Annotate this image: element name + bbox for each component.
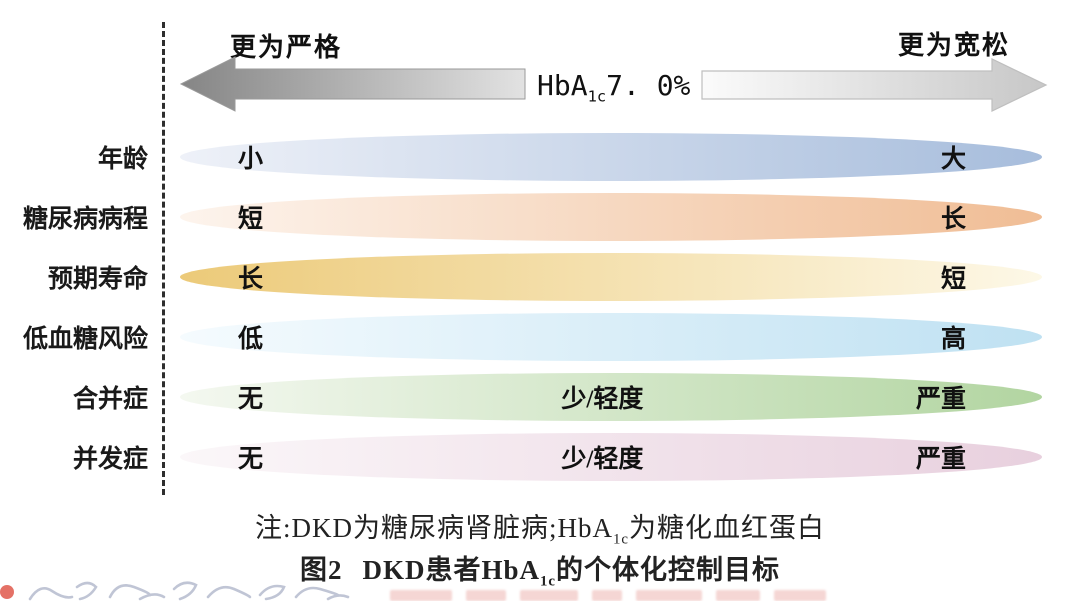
hba1c-target-value: HbA1c7. 0% (537, 69, 690, 106)
row-label: 年龄 (97, 146, 148, 173)
pill-left-text: 长 (238, 266, 264, 293)
stricter-label: 更为严格 (230, 33, 343, 62)
figure-footnote: 注:DKD为糖尿病肾脏病;HbA1c为糖化血红蛋白 (0, 506, 1080, 548)
gradient-pill-life-expectancy: 长 短 (180, 253, 1042, 301)
row-label: 并发症 (72, 446, 148, 473)
left-arrow-icon (179, 56, 526, 112)
gradient-pill-duration: 短 长 (180, 193, 1042, 241)
hba1c-percent: 7. 0% (606, 69, 691, 102)
caption-subscript: 1c (540, 573, 557, 590)
figure-caption: 图2 DKD患者HbA1c的个体化控制目标 (0, 548, 1080, 590)
pill-left-text: 短 (238, 206, 264, 233)
row-hypoglycemia-risk: 低血糖风险 低 高 (0, 313, 1080, 361)
pill-left-text: 无 (238, 446, 264, 473)
pill-left-text: 低 (238, 326, 264, 353)
row-comorbidities: 合并症 无 少/轻度 严重 (0, 373, 1080, 421)
footnote-prefix: 注:DKD为糖尿病肾脏病;HbA (254, 513, 613, 543)
row-label: 合并症 (72, 386, 148, 413)
row-label: 糖尿病病程 (22, 206, 148, 233)
caption-prefix: DKD患者HbA (362, 555, 540, 585)
watermark-pink-text (390, 590, 826, 601)
pill-right-text: 严重 (915, 386, 966, 413)
row-complications: 并发症 无 少/轻度 严重 (0, 433, 1080, 481)
row-label: 低血糖风险 (22, 326, 148, 353)
pill-right-text: 大 (940, 146, 966, 173)
row-diabetes-duration: 糖尿病病程 短 长 (0, 193, 1080, 241)
row-life-expectancy: 预期寿命 长 短 (0, 253, 1080, 301)
gradient-pill-complications: 无 少/轻度 严重 (180, 433, 1042, 481)
footnote-suffix: 为糖化血红蛋白 (629, 513, 825, 543)
pill-right-text: 短 (940, 266, 966, 293)
footnote-subscript: 1c (612, 531, 629, 548)
watermark-red-dot (0, 585, 14, 599)
row-age: 年龄 小 大 (0, 133, 1080, 181)
row-label: 预期寿命 (47, 266, 148, 293)
pill-right-text: 长 (940, 206, 966, 233)
hba1c-subscript: 1c (587, 87, 607, 106)
pill-center-text: 少/轻度 (561, 386, 644, 413)
looser-label: 更为宽松 (898, 31, 1011, 60)
watermark-strip (0, 577, 1080, 601)
gradient-pill-age: 小 大 (180, 133, 1042, 181)
caption-suffix: 的个体化控制目标 (556, 555, 781, 585)
watermark-calligraphy-icon (28, 581, 350, 601)
gradient-pill-hypoglycemia: 低 高 (180, 313, 1042, 361)
figure-number: 图2 (299, 555, 343, 585)
hba1c-base: HbA (537, 69, 588, 102)
pill-right-text: 高 (940, 326, 966, 353)
reference-dashed-line (162, 22, 165, 495)
right-arrow-icon (701, 58, 1048, 112)
gradient-pill-comorbidities: 无 少/轻度 严重 (180, 373, 1042, 421)
factor-rows: 年龄 小 大 糖尿病病程 短 长 预期寿命 长 短 低血糖风险 (0, 133, 1080, 493)
pill-left-text: 无 (238, 386, 264, 413)
pill-center-text: 少/轻度 (561, 446, 644, 473)
pill-right-text: 严重 (915, 446, 966, 473)
pill-left-text: 小 (238, 146, 264, 173)
